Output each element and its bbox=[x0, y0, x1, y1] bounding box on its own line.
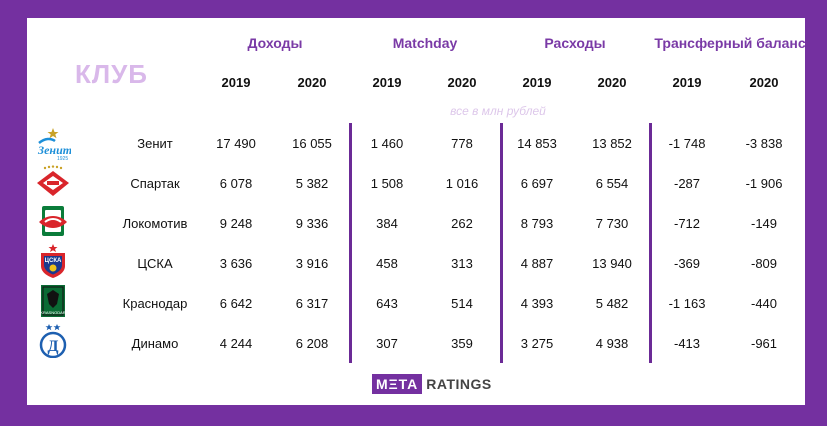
table-cell: 6 208 bbox=[295, 336, 329, 351]
table-cell: 6 317 bbox=[295, 296, 329, 311]
group-header-transfer-balance: Трансферный баланс bbox=[654, 35, 806, 51]
table-cell: 458 bbox=[376, 256, 398, 271]
table-cell: 307 bbox=[376, 336, 398, 351]
table-cell: -369 bbox=[673, 256, 701, 271]
year-header: 2019 bbox=[372, 75, 402, 90]
table-cell: 9 336 bbox=[295, 216, 329, 231]
table-cell: 1 016 bbox=[445, 176, 479, 191]
table-cell: 14 853 bbox=[517, 136, 557, 151]
table-cell: 6 554 bbox=[595, 176, 629, 191]
table-cell: 778 bbox=[451, 136, 473, 151]
units-note: все в млн рублей bbox=[450, 104, 546, 118]
table-cell: -712 bbox=[673, 216, 701, 231]
table-cell: 5 382 bbox=[295, 176, 329, 191]
club-column-title: КЛУБ bbox=[75, 59, 148, 89]
table-cell: -1 906 bbox=[745, 176, 783, 191]
spartak-logo-icon bbox=[37, 165, 69, 196]
krasnodar-logo-icon: KRASNODAR bbox=[40, 285, 66, 317]
club-name: Динамо bbox=[131, 336, 179, 351]
table-cell: 16 055 bbox=[292, 136, 332, 151]
table-cell: 4 887 bbox=[520, 256, 554, 271]
svg-text:ЦСКА: ЦСКА bbox=[45, 258, 62, 264]
table-cell: 643 bbox=[376, 296, 398, 311]
table-cell: 5 482 bbox=[595, 296, 629, 311]
table-cell: 313 bbox=[451, 256, 473, 271]
club-name: Спартак bbox=[130, 176, 180, 191]
table-cell: -440 bbox=[750, 296, 778, 311]
group-header-expenses: Расходы bbox=[544, 35, 606, 51]
year-header: 2020 bbox=[297, 75, 327, 90]
club-name: ЦСКА bbox=[137, 256, 173, 271]
group-header-income: Доходы bbox=[247, 35, 303, 51]
year-header: 2019 bbox=[522, 75, 552, 90]
table-cell: 4 244 bbox=[219, 336, 253, 351]
table-cell: -1 748 bbox=[668, 136, 706, 151]
svg-text:KRASNODAR: KRASNODAR bbox=[40, 310, 65, 315]
year-header: 2019 bbox=[672, 75, 702, 90]
table-cell: 3 636 bbox=[219, 256, 253, 271]
stats-table-card: КЛУБ Доходы Matchday Расходы Трансферный… bbox=[27, 18, 806, 405]
table-cell: 262 bbox=[451, 216, 473, 231]
table-cell: 4 938 bbox=[595, 336, 629, 351]
table-cell: 6 697 bbox=[520, 176, 554, 191]
brand-box: MΞTA bbox=[372, 374, 423, 394]
metaratings-logo: MΞTA RATINGS bbox=[372, 374, 492, 394]
table-cell: 384 bbox=[376, 216, 398, 231]
table-cell: 9 248 bbox=[219, 216, 253, 231]
svg-text:Д: Д bbox=[47, 338, 58, 355]
table-cell: 7 730 bbox=[595, 216, 629, 231]
table-cell: -149 bbox=[750, 216, 778, 231]
year-header: 2020 bbox=[597, 75, 627, 90]
column-divider bbox=[349, 123, 352, 363]
table-cell: -809 bbox=[750, 256, 778, 271]
table-cell: -3 838 bbox=[745, 136, 783, 151]
zenit-logo-icon: Зенит 1925 bbox=[37, 128, 71, 161]
year-header: 2019 bbox=[221, 75, 251, 90]
table-cell: 3 275 bbox=[520, 336, 554, 351]
table-cell: 514 bbox=[451, 296, 473, 311]
cska-logo-icon: ЦСКА bbox=[41, 244, 65, 278]
svg-text:1925: 1925 bbox=[57, 156, 68, 161]
table-cell: 13 852 bbox=[592, 136, 632, 151]
brand-text: RATINGS bbox=[426, 376, 492, 392]
table-cell: 6 642 bbox=[219, 296, 253, 311]
table-cell: -413 bbox=[673, 336, 701, 351]
table-cell: 6 078 bbox=[219, 176, 253, 191]
table-cell: 8 793 bbox=[520, 216, 554, 231]
table-cell: -961 bbox=[750, 336, 778, 351]
table-cell: 359 bbox=[451, 336, 473, 351]
column-divider bbox=[649, 123, 652, 363]
table-cell: 4 393 bbox=[520, 296, 554, 311]
club-name: Локомотив bbox=[122, 216, 188, 231]
club-name: Краснодар bbox=[122, 296, 188, 311]
svg-text:Зенит: Зенит bbox=[37, 143, 71, 157]
group-header-matchday: Matchday bbox=[392, 35, 458, 51]
table-cell: -1 163 bbox=[668, 296, 706, 311]
dinamo-logo-icon: Д bbox=[39, 324, 67, 358]
table-cell: 13 940 bbox=[592, 256, 632, 271]
year-header: 2020 bbox=[447, 75, 477, 90]
table-cell: 1 508 bbox=[370, 176, 404, 191]
table-cell: 17 490 bbox=[216, 136, 256, 151]
column-divider bbox=[500, 123, 503, 363]
year-header: 2020 bbox=[749, 75, 779, 90]
table-cell: 1 460 bbox=[370, 136, 404, 151]
lokomotiv-logo-icon bbox=[39, 206, 67, 236]
table-cell: -287 bbox=[673, 176, 701, 191]
table-cell: 3 916 bbox=[295, 256, 329, 271]
club-name: Зенит bbox=[137, 136, 173, 151]
